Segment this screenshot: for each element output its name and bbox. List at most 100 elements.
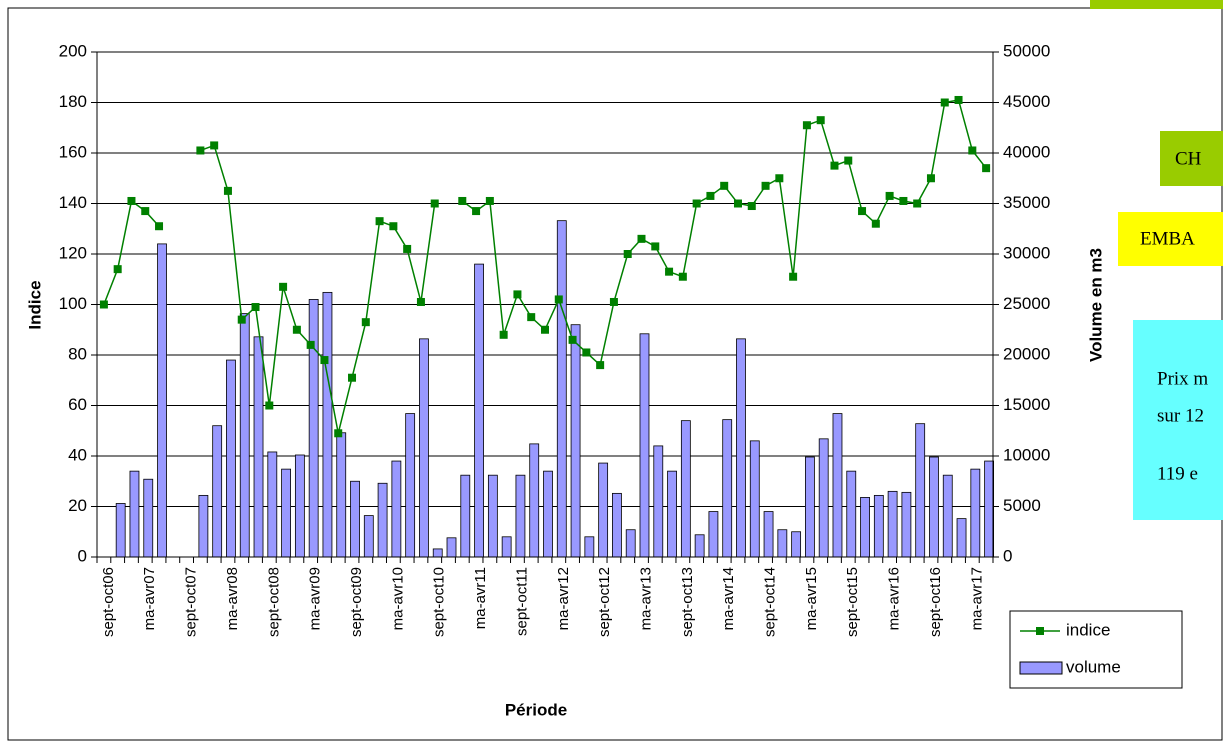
marker <box>223 186 232 195</box>
bar <box>929 456 939 558</box>
y2-tick-label: 50000 <box>1003 41 1050 60</box>
bar <box>446 537 457 558</box>
bar <box>336 432 347 558</box>
marker <box>292 325 301 334</box>
bar <box>198 494 209 558</box>
marker <box>472 207 481 216</box>
bar <box>460 474 471 558</box>
bar <box>363 515 374 558</box>
marker <box>692 199 701 208</box>
bar <box>543 470 553 558</box>
legend-box <box>1009 610 1183 689</box>
x-tick-label: ma-avr17 <box>968 567 985 630</box>
bar <box>322 291 333 558</box>
bar <box>887 490 898 558</box>
marker <box>651 242 660 251</box>
marker <box>155 222 164 231</box>
x-tick-label: sept-oct13 <box>679 567 696 637</box>
bar <box>694 534 705 558</box>
bar <box>253 336 264 558</box>
marker <box>141 207 150 216</box>
x-tick-label: ma-avr12 <box>555 567 572 630</box>
bar <box>970 468 981 558</box>
bar <box>791 531 802 558</box>
marker <box>899 196 908 205</box>
x-axis-title: Période <box>505 700 567 719</box>
y2-tick-label: 5000 <box>1003 496 1041 515</box>
bar <box>501 536 512 558</box>
bar <box>377 482 388 558</box>
marker <box>830 161 839 170</box>
x-tick-label: sept-oct07 <box>183 567 200 637</box>
marker <box>334 429 343 438</box>
y-tick-label: 160 <box>59 142 87 161</box>
legend-label: volume <box>1066 657 1121 676</box>
marker <box>968 146 977 155</box>
bar <box>612 492 622 558</box>
bar <box>625 529 636 558</box>
marker <box>237 315 246 324</box>
x-tick-label: ma-avr07 <box>141 567 158 630</box>
x-tick-label: sept-oct11 <box>513 567 530 636</box>
note-box-cyan <box>1133 320 1223 520</box>
marker <box>871 219 880 228</box>
marker <box>403 244 412 253</box>
marker <box>279 282 288 291</box>
y2-tick-label: 20000 <box>1003 344 1050 363</box>
marker <box>513 290 522 299</box>
marker <box>554 295 563 304</box>
y-tick-label: 200 <box>59 41 87 60</box>
marker <box>802 121 811 130</box>
marker <box>485 196 494 205</box>
bar <box>487 474 498 558</box>
x-tick-label: sept-oct14 <box>762 567 779 637</box>
bar <box>350 480 360 558</box>
marker <box>982 164 991 173</box>
marker <box>458 196 467 205</box>
bar <box>777 529 788 558</box>
bar <box>667 470 677 558</box>
plot-border <box>96 51 994 558</box>
y2-tick-label: 0 <box>1003 546 1012 565</box>
note-box-green <box>1160 131 1223 186</box>
note-text: EMBA <box>1140 228 1195 249</box>
x-tick-label: sept-oct08 <box>265 567 282 637</box>
bar <box>515 474 526 558</box>
marker <box>113 265 122 274</box>
marker <box>678 272 687 281</box>
marker <box>127 196 136 205</box>
marker <box>251 303 260 312</box>
x-tick-label: ma-avr15 <box>803 567 820 630</box>
marker <box>913 199 922 208</box>
note-box-yellow <box>1118 212 1223 266</box>
bar <box>846 470 857 558</box>
marker <box>885 191 894 200</box>
y2-tick-label: 25000 <box>1003 294 1050 313</box>
x-tick-label: sept-oct09 <box>348 567 365 637</box>
bar <box>115 503 126 558</box>
marker <box>348 373 357 382</box>
bar <box>749 440 760 558</box>
bar <box>391 460 402 558</box>
marker <box>210 141 219 150</box>
y2-tick-label: 35000 <box>1003 193 1050 212</box>
x-tick-label: ma-avr13 <box>637 567 654 630</box>
bar <box>915 423 926 558</box>
bar <box>474 263 484 558</box>
legend-marker <box>1036 627 1044 635</box>
marker <box>637 234 646 243</box>
marker <box>375 217 384 226</box>
marker <box>320 356 329 365</box>
marker <box>499 330 508 339</box>
bar <box>873 494 884 558</box>
y-tick-label: 100 <box>59 294 87 313</box>
marker <box>733 199 742 208</box>
x-tick-label: ma-avr08 <box>224 567 241 630</box>
bar <box>419 338 429 558</box>
marker <box>389 222 398 231</box>
marker <box>954 95 963 104</box>
note-text: 119 e <box>1157 463 1198 484</box>
x-tick-label: sept-oct06 <box>100 567 117 637</box>
y2-tick-label: 15000 <box>1003 395 1050 414</box>
